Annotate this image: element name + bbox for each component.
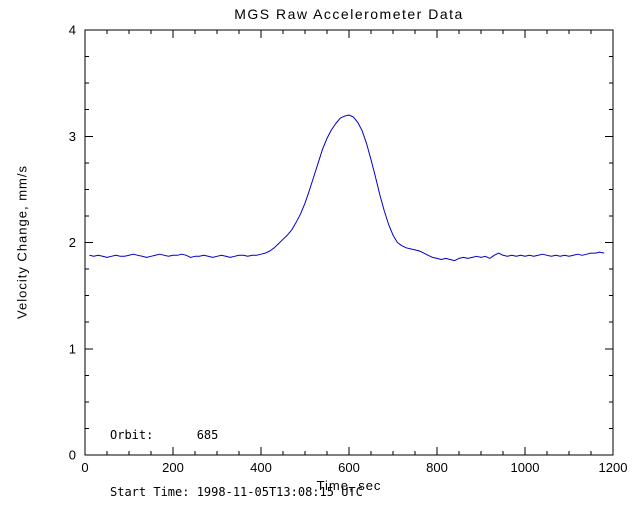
data-line (89, 114, 605, 262)
annotation-orbit: Orbit: 685 (110, 428, 219, 442)
y-tick-label: 0 (69, 448, 76, 463)
y-tick-label: 1 (69, 341, 76, 356)
annotation-start-time: Start Time: 1998-11-05T13:08:15 UTC (110, 485, 363, 499)
x-tick-label: 800 (426, 460, 448, 475)
tick-labels: 0 200 400 600 800 1000 1200 0 1 2 3 4 (69, 23, 628, 476)
x-tick-label: 400 (250, 460, 272, 475)
y-tick-label: 4 (69, 23, 76, 38)
y-tick-label: 3 (69, 129, 76, 144)
axes (84, 29, 614, 456)
x-tick-label: 1000 (511, 460, 540, 475)
annotation-block: Orbit: 685 Start Time: 1998-11-05T13:08:… (110, 388, 363, 512)
y-axis-label: Velocity Change, mm/s (14, 165, 30, 319)
x-tick-label: 200 (162, 460, 184, 475)
x-tick-label: 1200 (599, 460, 628, 475)
x-tick-label: 0 (81, 460, 88, 475)
x-axis-label: Time, sec (316, 478, 382, 493)
x-tick-label: 600 (338, 460, 360, 475)
chart-title: MGS Raw Accelerometer Data (234, 6, 464, 22)
y-tick-label: 2 (69, 235, 76, 250)
